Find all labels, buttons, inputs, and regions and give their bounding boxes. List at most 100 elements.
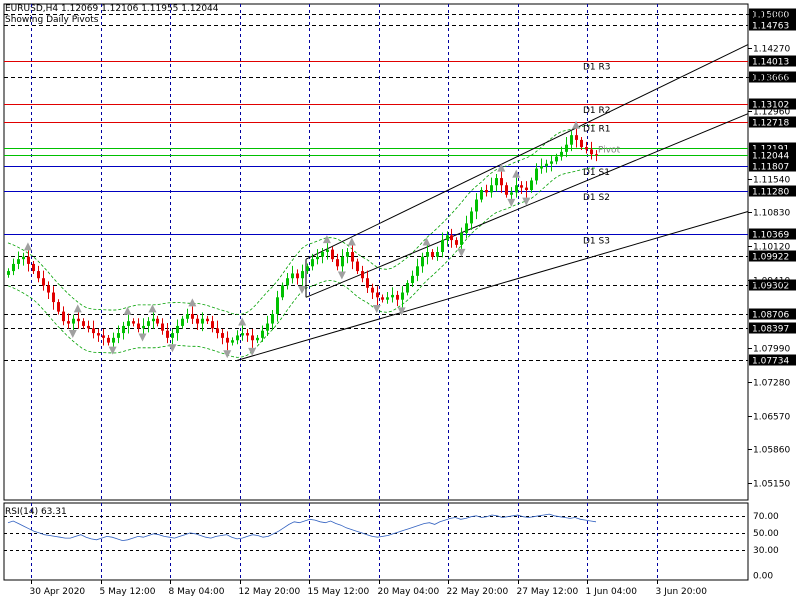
candle-body <box>186 314 189 319</box>
fractal-down <box>168 344 177 353</box>
candle-body <box>346 252 349 257</box>
candle-body <box>171 333 174 338</box>
candle-body <box>386 297 389 300</box>
time-axis-label: 22 May 20:00 <box>447 587 509 597</box>
candle-body <box>326 249 329 252</box>
candle-body <box>226 337 229 343</box>
pivot-level-labels: D1 R3 D1 R2 D1 R1 Pivot D1 S1 D1 S2 D1 S3 <box>583 63 621 247</box>
high-value: 1.12106 <box>101 4 139 14</box>
fractal-down <box>522 197 531 206</box>
fractal-down <box>457 248 466 257</box>
candle-body <box>446 235 449 241</box>
main-plot-border <box>3 3 749 501</box>
level-price-box <box>749 142 796 154</box>
fractal-up <box>497 163 506 172</box>
candle-body <box>311 259 314 267</box>
pivot-name-s2: D1 S2 <box>583 193 610 203</box>
fractal-up <box>188 298 197 307</box>
level-price-box <box>749 279 796 291</box>
fractal-up <box>73 304 82 313</box>
fractal-down <box>138 333 147 342</box>
time-axis-label: 30 Apr 2020 <box>30 587 86 597</box>
candle-body <box>62 311 65 322</box>
trend-line-1 <box>305 44 749 260</box>
candle-body <box>37 271 40 279</box>
candle-body <box>371 287 374 293</box>
chart-header-ohlc: EURUSD,H4 1.12069 1.12106 1.11955 1.1204… <box>5 4 219 14</box>
candle-body <box>431 252 434 257</box>
fractal-down <box>337 271 346 280</box>
level-price-box <box>749 185 796 197</box>
candle-body <box>231 340 234 343</box>
candle-body <box>176 325 179 334</box>
candle-body <box>276 297 279 314</box>
candlestick-series <box>7 128 598 351</box>
candle-body <box>585 147 588 150</box>
price-tick-label: 1.12960 <box>753 108 790 118</box>
candle-body <box>166 330 169 338</box>
candle-body <box>381 297 384 300</box>
rsi-panel: 70.00 50.00 30.00 0.00 <box>4 512 779 582</box>
candle-body <box>181 318 184 326</box>
candle-body <box>441 240 444 252</box>
fractal-down <box>507 198 516 207</box>
fractal-down <box>298 285 306 294</box>
candle-body <box>560 151 563 157</box>
candle-body <box>286 278 289 286</box>
horizontal-levels <box>4 14 748 361</box>
candle-body <box>406 283 409 293</box>
open-value: 1.12069 <box>61 4 99 14</box>
candle-body <box>460 232 463 245</box>
candle-body <box>27 256 30 264</box>
candle-body <box>520 185 523 188</box>
trend-channel-lines[interactable] <box>235 44 749 362</box>
candle-body <box>137 323 140 329</box>
candle-body <box>565 144 568 152</box>
candle-body <box>580 139 583 148</box>
candle-body <box>107 337 110 343</box>
level-price-label: 1.13102 <box>752 101 789 111</box>
candle-body <box>196 318 199 324</box>
candle-body <box>401 292 404 300</box>
candle-body <box>122 325 125 334</box>
fractal-down <box>397 307 406 316</box>
candle-body <box>505 185 508 195</box>
time-axis-label: 15 May 12:00 <box>308 587 370 597</box>
level-price-box <box>749 55 796 67</box>
time-axis-label: 20 May 04:00 <box>378 587 440 597</box>
candle-body <box>156 318 159 324</box>
level-price-box <box>749 98 796 110</box>
trend-line-2 <box>305 113 749 298</box>
candle-body <box>201 318 204 324</box>
symbol-label: EURUSD,H4 <box>5 4 59 14</box>
pivot-name-s3: D1 S3 <box>583 236 610 246</box>
level-price-box <box>749 250 796 262</box>
price-tick-label: 1.09410 <box>753 277 790 287</box>
candle-body <box>321 252 324 257</box>
level-price-box <box>749 8 796 20</box>
level-price-label: 1.15000 <box>752 11 789 21</box>
time-axis-label: 1 Jun 04:00 <box>586 587 638 597</box>
candle-body <box>12 263 15 272</box>
fractal-down <box>248 347 257 356</box>
candle-body <box>72 318 75 324</box>
candle-body <box>361 271 364 279</box>
pivot-name-r2: D1 R2 <box>583 106 611 116</box>
price-tick-label: 1.07280 <box>753 379 790 389</box>
candle-body <box>550 161 553 164</box>
candle-body <box>161 323 164 331</box>
close-value: 1.12044 <box>181 4 219 14</box>
candle-body <box>112 337 115 343</box>
level-price-label: 1.14013 <box>752 58 789 68</box>
candle-body <box>416 266 419 276</box>
candle-body <box>426 252 429 257</box>
candle-body <box>42 278 45 286</box>
time-axis-label: 27 May 12:00 <box>517 587 579 597</box>
candle-body <box>595 154 598 156</box>
price-tick-label: 1.10830 <box>753 209 790 219</box>
candle-body <box>92 328 95 334</box>
price-tick-label: 1.07990 <box>753 345 790 355</box>
price-tick-label: 1.14270 <box>753 45 790 55</box>
